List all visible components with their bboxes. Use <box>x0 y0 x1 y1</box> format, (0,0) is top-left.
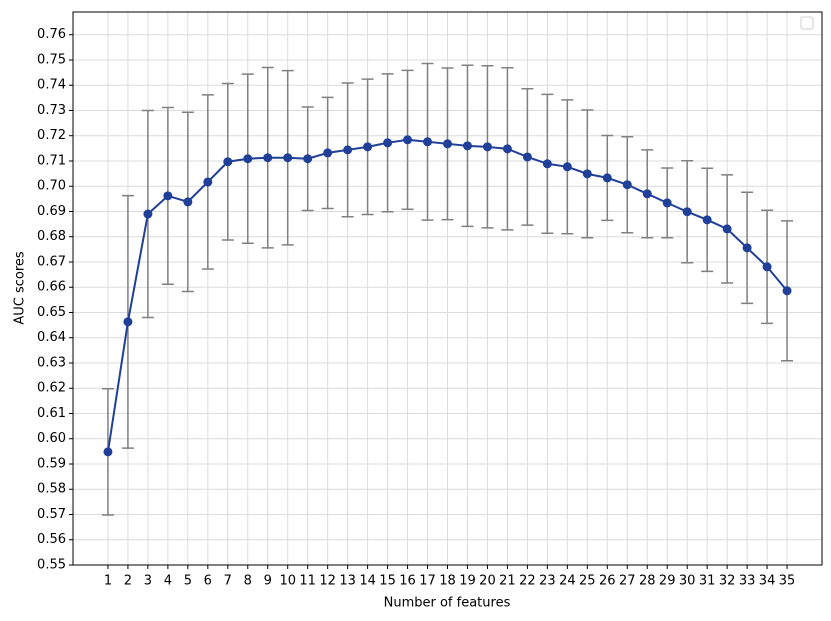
marker <box>562 162 572 172</box>
x-tick-label: 18 <box>439 574 456 589</box>
x-tick-label: 31 <box>699 574 716 589</box>
y-tick-label: 0.65 <box>37 305 66 320</box>
y-tick-label: 0.56 <box>37 532 66 547</box>
marker <box>343 145 353 155</box>
x-tick-label: 35 <box>779 574 796 589</box>
y-tick-label: 0.61 <box>37 406 66 421</box>
marker <box>702 215 712 225</box>
marker <box>263 153 273 163</box>
y-tick-label: 0.66 <box>37 280 66 295</box>
marker <box>103 447 113 457</box>
x-tick-label: 15 <box>379 574 396 589</box>
y-tick-label: 0.63 <box>37 355 66 370</box>
x-tick-label: 7 <box>224 574 232 589</box>
x-tick-label: 26 <box>599 574 616 589</box>
x-tick-label: 9 <box>264 574 272 589</box>
x-tick-label: 29 <box>659 574 676 589</box>
marker <box>782 286 792 296</box>
y-tick-label: 0.64 <box>37 330 66 345</box>
x-tick-label: 17 <box>419 574 436 589</box>
marker <box>223 157 233 167</box>
marker <box>423 137 433 147</box>
marker <box>682 207 692 217</box>
legend-box <box>800 16 814 30</box>
marker <box>163 191 173 201</box>
marker <box>443 139 452 149</box>
y-tick-label: 0.70 <box>37 179 66 194</box>
y-tick-label: 0.67 <box>37 254 66 269</box>
marker <box>323 148 333 158</box>
y-tick-label: 0.59 <box>37 456 66 471</box>
y-tick-label: 0.69 <box>37 204 66 219</box>
y-tick-label: 0.73 <box>37 103 66 118</box>
x-tick-label: 25 <box>579 574 596 589</box>
y-tick-label: 0.71 <box>37 153 66 168</box>
plot-frame <box>72 11 823 566</box>
x-tick-label: 1 <box>104 574 112 589</box>
marker <box>183 197 193 207</box>
x-tick-label: 27 <box>619 574 636 589</box>
y-tick-label: 0.57 <box>37 507 66 522</box>
marker <box>582 169 592 179</box>
x-tick-label: 16 <box>399 574 416 589</box>
marker <box>642 189 652 199</box>
x-tick-label: 2 <box>124 574 132 589</box>
marker <box>722 224 732 234</box>
x-tick-label: 30 <box>679 574 696 589</box>
x-tick-label: 20 <box>479 574 496 589</box>
marker <box>143 209 153 219</box>
marker <box>123 317 133 327</box>
y-axis-label: AUC scores <box>13 251 28 325</box>
y-tick-label: 0.72 <box>37 128 66 143</box>
marker <box>622 180 632 190</box>
x-tick-label: 13 <box>339 574 356 589</box>
y-tick-label: 0.74 <box>37 78 66 93</box>
x-tick-label: 4 <box>164 574 172 589</box>
x-axis-label: Number of features <box>384 596 511 611</box>
marker <box>403 135 413 145</box>
x-tick-label: 32 <box>719 574 736 589</box>
marker <box>522 152 532 162</box>
x-tick-label: 28 <box>639 574 656 589</box>
x-tick-label: 3 <box>144 574 152 589</box>
marker <box>542 159 552 169</box>
marker <box>283 153 293 163</box>
marker <box>602 173 612 183</box>
marker <box>742 243 752 253</box>
y-tick-label: 0.76 <box>37 27 66 42</box>
marker <box>502 144 512 154</box>
marker <box>462 141 472 151</box>
x-tick-label: 11 <box>299 574 316 589</box>
x-tick-label: 22 <box>519 574 536 589</box>
marker <box>243 154 253 164</box>
x-tick-label: 5 <box>184 574 192 589</box>
marker <box>303 154 313 164</box>
x-tick-label: 34 <box>759 574 776 589</box>
y-tick-label: 0.68 <box>37 229 66 244</box>
y-tick-label: 0.55 <box>37 558 66 573</box>
marker <box>662 198 672 208</box>
y-tick-label: 0.58 <box>37 482 66 497</box>
x-tick-label: 21 <box>499 574 516 589</box>
x-tick-label: 24 <box>559 574 576 589</box>
y-tick-label: 0.75 <box>37 52 66 67</box>
x-tick-label: 14 <box>359 574 376 589</box>
y-tick-label: 0.62 <box>37 381 66 396</box>
x-tick-label: 33 <box>739 574 756 589</box>
y-tick-label: 0.60 <box>37 431 66 446</box>
marker <box>383 138 393 148</box>
x-tick-label: 6 <box>204 574 212 589</box>
marker <box>762 262 772 272</box>
x-tick-label: 8 <box>244 574 252 589</box>
marker <box>482 142 492 152</box>
x-tick-label: 19 <box>459 574 476 589</box>
marker <box>363 142 373 152</box>
marker <box>203 177 213 187</box>
x-tick-label: 10 <box>279 574 296 589</box>
x-tick-label: 23 <box>539 574 556 589</box>
x-tick-label: 12 <box>319 574 336 589</box>
